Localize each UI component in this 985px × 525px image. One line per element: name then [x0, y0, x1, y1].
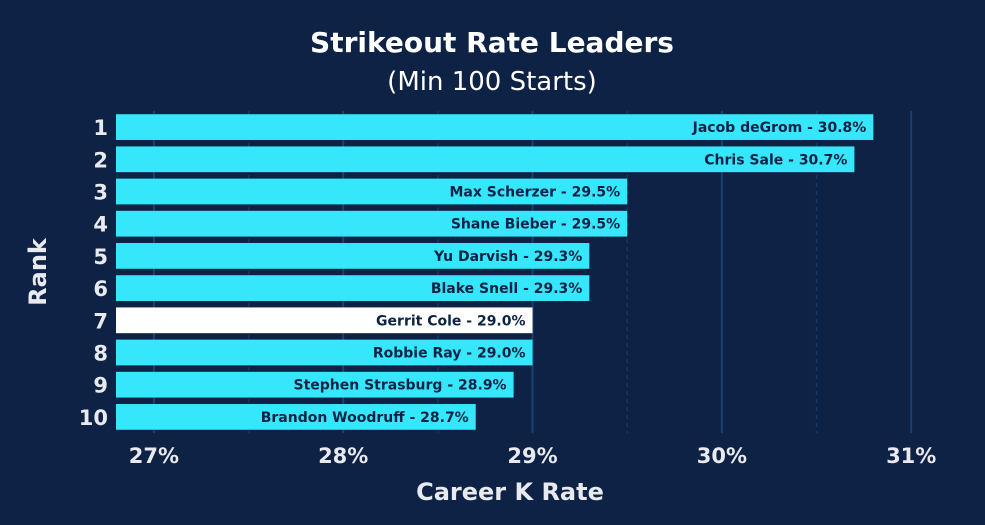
y-axis-label: Rank — [24, 237, 52, 306]
x-axis-label: Career K Rate — [416, 478, 604, 506]
bar — [116, 210, 628, 237]
rank-tick-label: 2 — [93, 148, 108, 172]
x-tick-label: 27% — [129, 444, 179, 468]
bar-label: Robbie Ray - 29.0% — [373, 346, 526, 362]
x-tick-label: 28% — [318, 444, 368, 468]
bar — [116, 307, 533, 334]
x-tick-label: 31% — [886, 444, 936, 468]
bar-label: Brandon Woodruff - 28.7% — [261, 410, 469, 426]
rank-tick-label: 3 — [93, 181, 108, 205]
bar — [116, 339, 533, 366]
chart-subtitle: (Min 100 Starts) — [387, 67, 597, 97]
rank-tick-label: 1 — [93, 116, 108, 140]
bar-label: Stephen Strasburg - 28.9% — [293, 378, 506, 394]
bar — [116, 243, 590, 269]
bars: Jacob deGrom - 30.8% 1 Chris Sale - 30.7% 2… — [79, 114, 874, 430]
bar-label: Gerrit Cole - 29.0% — [376, 313, 525, 329]
bar-label: Jacob deGrom - 30.8% — [692, 120, 867, 136]
bar — [116, 146, 855, 173]
x-tick-label: 30% — [697, 444, 747, 468]
x-tick-label: 29% — [507, 444, 557, 468]
chart-title: Strikeout Rate Leaders — [310, 26, 674, 59]
bar — [116, 178, 628, 205]
bar-label: Max Scherzer - 29.5% — [449, 185, 620, 201]
bar — [116, 114, 874, 140]
bar-label: Chris Sale - 30.7% — [704, 152, 847, 168]
x-tick-labels: 27% 28% 29% 30% 31% — [129, 444, 937, 468]
rank-tick-label: 7 — [93, 309, 108, 333]
rank-tick-label: 6 — [93, 277, 108, 301]
rank-tick-label: 9 — [93, 374, 108, 398]
bar — [116, 371, 514, 398]
bar — [116, 275, 590, 301]
bar — [116, 404, 476, 430]
rank-tick-label: 8 — [93, 342, 108, 366]
rank-tick-label: 10 — [79, 406, 108, 430]
rank-tick-label: 4 — [93, 213, 108, 237]
bar-label: Shane Bieber - 29.5% — [451, 217, 620, 233]
bar-label: Blake Snell - 29.3% — [431, 281, 583, 297]
bar-label: Yu Darvish - 29.3% — [433, 249, 582, 265]
rank-tick-label: 5 — [93, 245, 108, 269]
